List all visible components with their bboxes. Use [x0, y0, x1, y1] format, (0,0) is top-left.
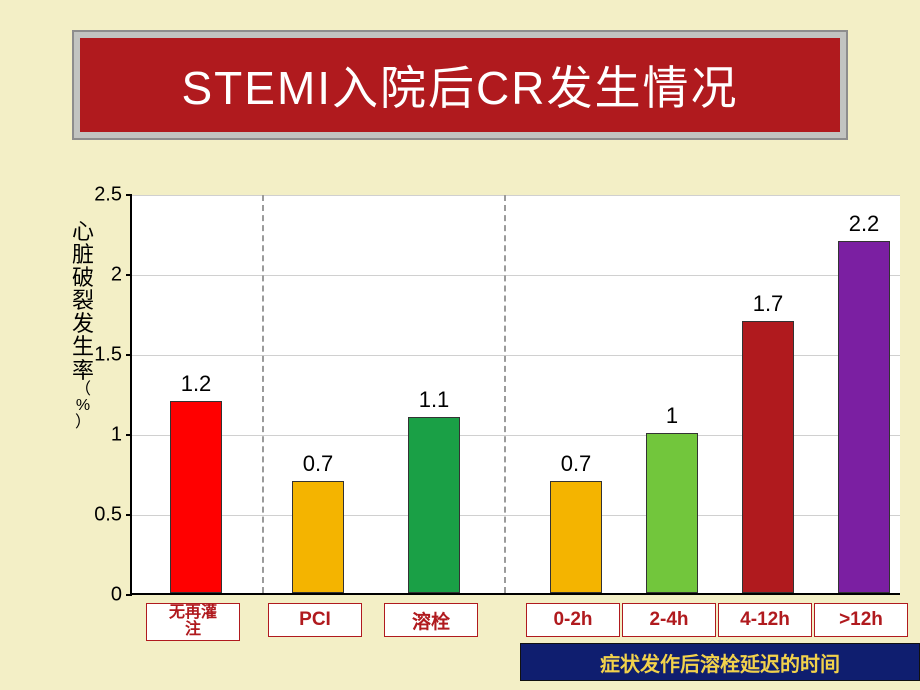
bar [838, 241, 890, 593]
divider [504, 195, 506, 593]
sub-caption: 症状发作后溶栓延迟的时间 [520, 643, 920, 681]
title-frame: STEMI入院后CR发生情况 [72, 30, 848, 140]
tickmark [126, 594, 132, 596]
category-label: 0-2h [526, 603, 620, 637]
y-axis-title: 心脏破裂发生率（%） [70, 220, 96, 432]
bar [408, 417, 460, 593]
category-label: 4-12h [718, 603, 812, 637]
title-bar: STEMI入院后CR发生情况 [80, 38, 840, 132]
bar [742, 321, 794, 593]
bar [550, 481, 602, 593]
bar-value-label: 0.7 [288, 451, 348, 477]
bar [170, 401, 222, 593]
tickmark [126, 194, 132, 196]
category-label: 2-4h [622, 603, 716, 637]
bar-value-label: 1 [642, 403, 702, 429]
bar-value-label: 1.7 [738, 291, 798, 317]
category-label: PCI [268, 603, 362, 637]
tickmark [126, 434, 132, 436]
bar-value-label: 1.1 [404, 387, 464, 413]
category-label: 无再灌注 [146, 603, 240, 641]
tickmark [126, 514, 132, 516]
y-tick-label: 1 [82, 424, 122, 447]
bar [646, 433, 698, 593]
gridline [132, 275, 900, 276]
tickmark [126, 354, 132, 356]
bar-value-label: 0.7 [546, 451, 606, 477]
bar-value-label: 2.2 [834, 211, 894, 237]
bar [292, 481, 344, 593]
y-tick-label: 0 [82, 584, 122, 607]
tickmark [126, 274, 132, 276]
plot-area: 00.511.522.51.20.71.10.711.72.2 [130, 195, 900, 595]
slide: STEMI入院后CR发生情况 心脏破裂发生率（%） 0 0.5 1 1.5 2 2.5 1.… [0, 0, 920, 690]
y-tick-label: 2.5 [82, 184, 122, 207]
gridline [132, 195, 900, 196]
bar-value-label: 1.2 [166, 371, 226, 397]
title-text: STEMI入院后CR发生情况 [182, 52, 739, 118]
y-tick-label: 2 [82, 264, 122, 287]
category-label: 溶栓 [384, 603, 478, 637]
chart-wrap: 心脏破裂发生率（%） 00.511.522.51.20.71.10.711.72… [30, 195, 890, 665]
y-tick-label: 0.5 [82, 504, 122, 527]
category-label: >12h [814, 603, 908, 637]
y-tick-label: 1.5 [82, 344, 122, 367]
divider [262, 195, 264, 593]
